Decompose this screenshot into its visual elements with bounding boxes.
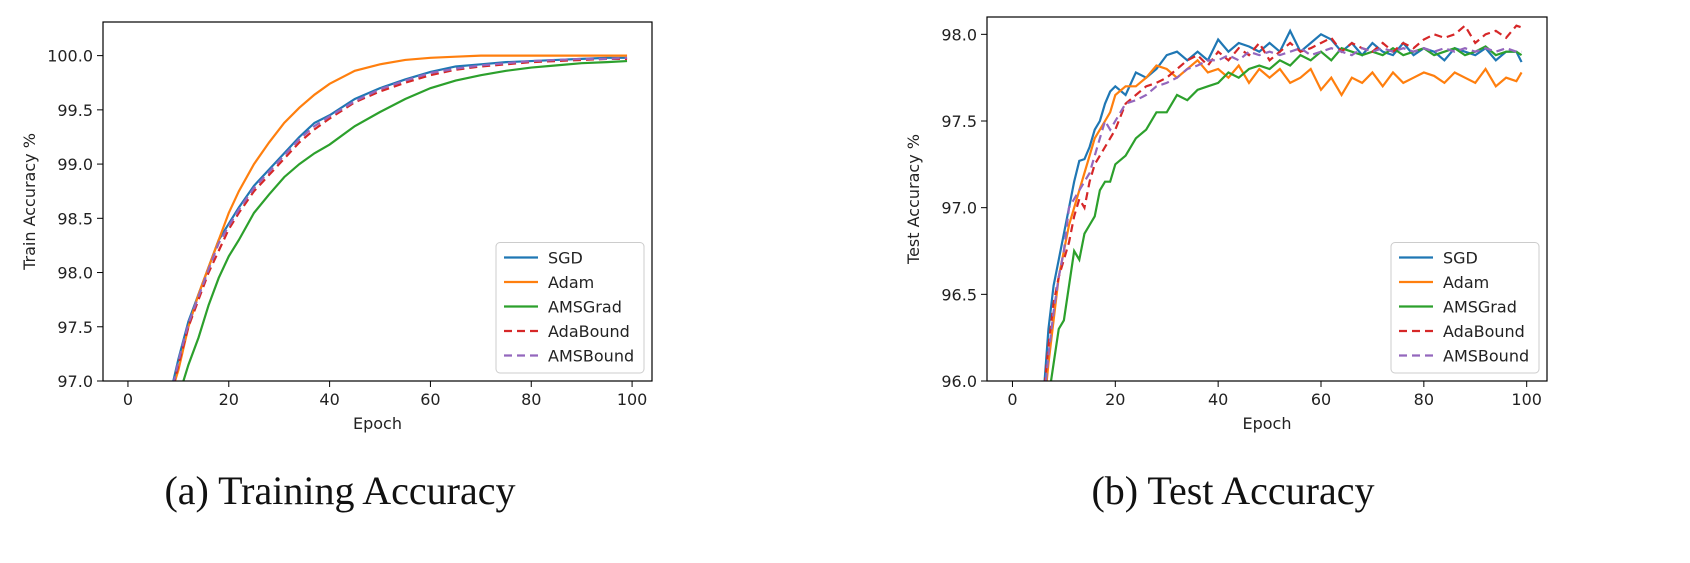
series-line <box>1049 45 1523 381</box>
y-tick-label: 97.5 <box>57 318 93 337</box>
legend-box <box>1390 242 1540 374</box>
y-tick-label: 100.0 <box>47 47 93 66</box>
y-axis-label: Train Accuracy % <box>20 133 39 271</box>
legend-label: AMSGrad <box>1443 298 1517 317</box>
y-tick-label: 98.0 <box>941 25 977 44</box>
x-tick-label: 60 <box>420 390 440 409</box>
axes-frame <box>102 21 653 382</box>
legend-label: AMSBound <box>1443 347 1529 366</box>
legend-label: AdaBound <box>1443 322 1525 341</box>
x-tick-label: 40 <box>1208 390 1228 409</box>
series-line <box>1045 58 1523 381</box>
y-tick-label: 98.0 <box>57 264 93 283</box>
series-line <box>172 56 628 381</box>
x-tick-label: 100 <box>617 390 648 409</box>
lines <box>1043 23 1523 381</box>
lines <box>172 54 628 381</box>
y-tick-label: 99.5 <box>57 101 93 120</box>
series-line <box>1044 46 1522 381</box>
y-tick-label: 97.5 <box>941 112 977 131</box>
caption: (b) Test Accuracy <box>1091 468 1374 513</box>
y-axis-label: Test Accuracy % <box>904 134 923 265</box>
legend-label: SGD <box>548 249 583 268</box>
x-tick-label: 0 <box>123 390 133 409</box>
series-line <box>182 59 628 381</box>
legend-label: Adam <box>1443 273 1489 292</box>
x-tick-label: 20 <box>219 390 239 409</box>
x-tick-label: 40 <box>319 390 339 409</box>
y-tick-label: 98.5 <box>57 209 93 228</box>
y-tick-label: 97.0 <box>941 199 977 218</box>
legend-box <box>495 242 645 374</box>
caption: (a) Training Accuracy <box>164 468 515 513</box>
y-tick-label: 96.0 <box>941 372 977 391</box>
x-tick-label: 80 <box>1414 390 1434 409</box>
y-tick-label: 97.0 <box>57 372 93 391</box>
legend-label: AMSBound <box>548 347 634 366</box>
legend-label: SGD <box>1443 249 1478 268</box>
series-line <box>173 54 628 381</box>
legend-label: Adam <box>548 273 594 292</box>
x-axis-label: Epoch <box>1243 414 1292 433</box>
x-tick-label: 80 <box>521 390 541 409</box>
y-tick-label: 96.5 <box>941 285 977 304</box>
x-tick-label: 100 <box>1511 390 1542 409</box>
legend-label: AMSGrad <box>548 298 622 317</box>
axes-frame <box>986 16 1548 382</box>
y-tick-label: 99.0 <box>57 155 93 174</box>
series-line <box>1043 23 1522 381</box>
x-tick-label: 60 <box>1311 390 1331 409</box>
legend-label: AdaBound <box>548 322 630 341</box>
x-axis-label: Epoch <box>353 414 402 433</box>
x-tick-label: 20 <box>1105 390 1125 409</box>
series-line <box>1043 28 1523 381</box>
x-tick-label: 0 <box>1007 390 1017 409</box>
